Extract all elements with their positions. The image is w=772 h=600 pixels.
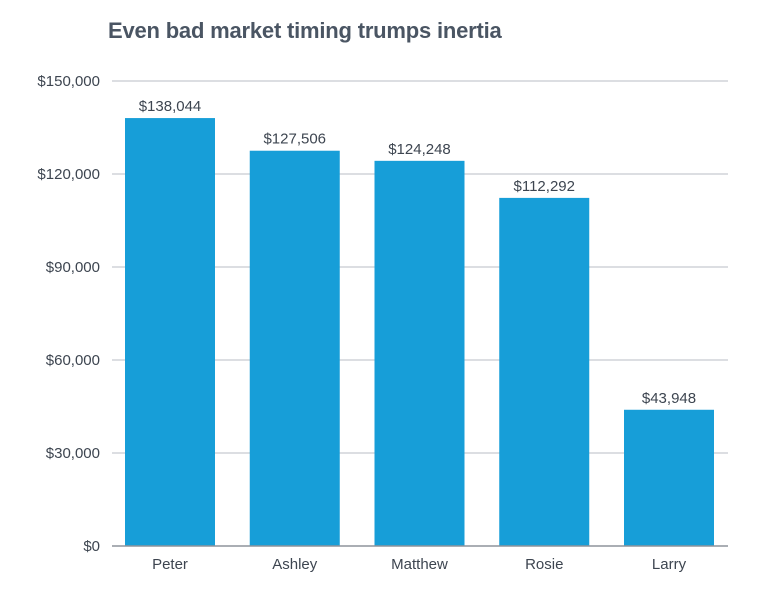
data-label: $127,506 [263, 131, 326, 148]
y-tick-label: $150,000 [37, 73, 100, 90]
bar-peter [125, 118, 215, 546]
x-tick-label: Larry [652, 556, 687, 573]
bar-matthew [374, 160, 465, 546]
data-label: $43,948 [642, 390, 696, 407]
y-tick-label: $90,000 [46, 259, 100, 276]
chart-title: Even bad market timing trumps inertia [108, 18, 502, 43]
x-axis-ticks: Peter Ashley Matthew Rosie Larry [152, 556, 687, 573]
y-tick-label: $120,000 [37, 166, 100, 183]
bar-ashley [249, 150, 340, 547]
y-tick-label: $60,000 [46, 352, 100, 369]
x-tick-label: Matthew [391, 556, 448, 573]
data-label: $138,044 [139, 98, 202, 115]
bars [125, 118, 714, 547]
bar-larry [624, 409, 714, 546]
data-labels: $138,044 $127,506 $124,248 $112,292 $43,948 [139, 98, 696, 407]
x-tick-label: Rosie [525, 556, 563, 573]
x-tick-label: Peter [152, 556, 188, 573]
y-axis-ticks: $0 $30,000 $60,000 $90,000 $120,000 $150,000 [37, 73, 100, 555]
data-label: $124,248 [388, 141, 451, 158]
y-tick-label: $0 [83, 538, 100, 555]
data-label: $112,292 [514, 178, 575, 195]
y-tick-label: $30,000 [46, 445, 100, 462]
bar-rosie [499, 197, 590, 546]
x-tick-label: Ashley [272, 556, 318, 573]
